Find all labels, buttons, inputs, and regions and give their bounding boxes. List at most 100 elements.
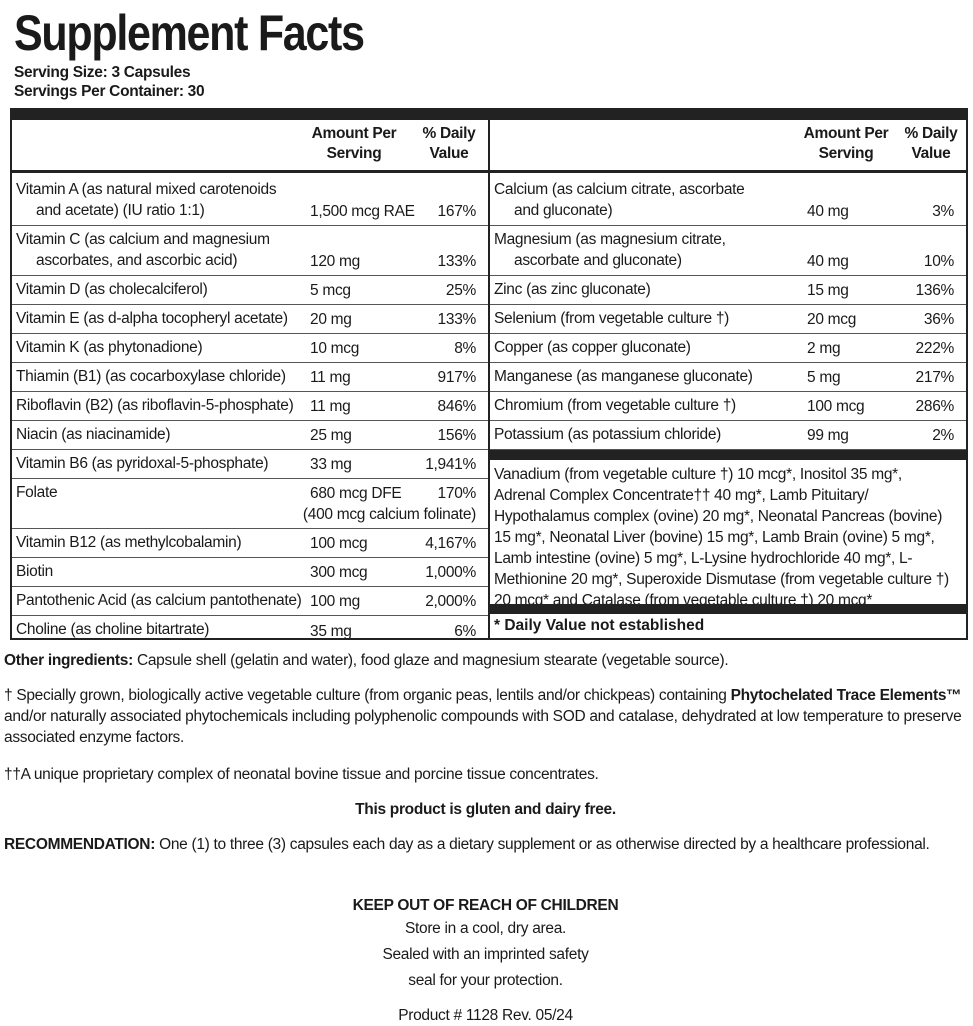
amount: 20 mcg (807, 311, 857, 328)
nutrient-name: Choline (as choline bitartrate) (16, 621, 210, 638)
recommendation: RECOMMENDATION: One (1) to three (3) cap… (4, 834, 967, 855)
amount: 5 mg (807, 369, 841, 386)
nutrient-source: (400 mcg calcium folinate) (302, 506, 476, 523)
daily-value: 170% (437, 485, 477, 502)
amount-header: Amount Per Serving (311, 125, 397, 162)
storage-line: seal for your protection. (408, 972, 563, 989)
nutrient-row: Niacin (as niacinamide) 25 mg 156% (12, 421, 488, 450)
daily-value: 222% (915, 340, 955, 357)
divider-bar (12, 110, 966, 120)
column-header: Amount Per Serving % Daily Value (490, 120, 966, 173)
daily-value: 3% (932, 203, 954, 220)
daily-value: 136% (915, 282, 955, 299)
daily-value: 217% (915, 369, 955, 386)
dagger-note-text-2: and/or naturally associated phytochemica… (4, 708, 962, 746)
dv-not-established: * Daily Value not established (490, 604, 966, 638)
nutrient-name-cont: and gluconate) (514, 202, 613, 219)
nutrient-name: Chromium (from vegetable culture †) (494, 397, 736, 414)
amount: 99 mg (807, 427, 849, 444)
recommendation-text: One (1) to three (3) capsules each day a… (155, 836, 930, 853)
nutrient-row: Potassium (as potassium chloride) 99 mg 2% (490, 421, 966, 450)
nutrient-name: Vitamin B6 (as pyridoxal-5-phosphate) (16, 455, 269, 472)
nutrient-row: Vitamin E (as d-alpha tocopheryl acetate… (12, 305, 488, 334)
nutrient-name: Biotin (16, 563, 53, 580)
daily-value: 8% (454, 340, 476, 357)
amount: 120 mg (310, 253, 360, 270)
amount: 11 mg (310, 369, 351, 386)
nutrient-name: Zinc (as zinc gluconate) (494, 281, 651, 298)
daily-value: 36% (923, 311, 954, 328)
amount: 5 mcg (310, 282, 351, 299)
nutrient-name: Pantothenic Acid (as calcium pantothenat… (16, 592, 302, 609)
amount: 680 mcg DFE (310, 485, 402, 502)
nutrient-row: Vitamin A (as natural mixed carotenoids a… (12, 176, 488, 226)
daily-value: 25% (445, 282, 476, 299)
other-ingredients-label: Other ingredients: (4, 652, 133, 669)
nutrient-row: Copper (as copper gluconate) 2 mg 222% (490, 334, 966, 363)
amount: 10 mcg (310, 340, 360, 357)
double-dagger-note: ††A unique proprietary complex of neonat… (4, 766, 599, 783)
nutrient-name: Thiamin (B1) (as cocarboxylase chloride) (16, 368, 286, 385)
nutrient-row: Vitamin B12 (as methylcobalamin) 100 mcg 4… (12, 529, 488, 558)
nutrient-row: Riboflavin (B2) (as riboflavin-5-phospha… (12, 392, 488, 421)
amount: 100 mcg (310, 535, 368, 552)
nutrient-name: Vitamin K (as phytonadione) (16, 339, 203, 356)
daily-value: 1,941% (425, 456, 476, 473)
nutrient-row: Chromium (from vegetable culture †) 100 m… (490, 392, 966, 421)
nutrient-name: Vitamin C (as calcium and magnesium (16, 231, 270, 248)
nutrient-name-cont: and acetate) (IU ratio 1:1) (36, 202, 205, 219)
nutrient-row: Magnesium (as magnesium citrate, ascorbat… (490, 226, 966, 276)
nutrient-name: Vitamin D (as cholecalciferol) (16, 281, 208, 298)
daily-value: 133% (437, 311, 477, 328)
daily-value: 2% (932, 427, 954, 444)
dagger-note: † Specially grown, biologically active v… (4, 685, 967, 748)
nutrient-name-cont: ascorbate and gluconate) (514, 252, 682, 269)
amount: 20 mg (310, 311, 352, 328)
amount: 25 mg (310, 427, 352, 444)
column-header: Amount Per Serving % Daily Value (12, 120, 488, 173)
vitamins-column: Amount Per Serving % Daily Value Vitamin… (12, 120, 490, 640)
amount: 1,500 mcg RAE (310, 203, 415, 220)
nutrient-row: Pantothenic Acid (as calcium pantothenat… (12, 587, 488, 616)
title: Supplement Facts (14, 5, 365, 61)
dv-header: % Daily Value (904, 125, 958, 162)
storage-line: Sealed with an imprinted safety (382, 946, 589, 963)
facts-table: Amount Per Serving % Daily Value Vitamin… (10, 108, 968, 640)
daily-value: 917% (437, 369, 477, 386)
nutrient-row: Selenium (from vegetable culture †) 20 mc… (490, 305, 966, 334)
nutrient-row: Calcium (as calcium citrate, ascorbate an… (490, 176, 966, 226)
daily-value: 846% (437, 398, 477, 415)
serving-size: Serving Size: 3 Capsules (14, 64, 191, 81)
nutrient-name: Manganese (as manganese gluconate) (494, 368, 753, 385)
recommendation-label: RECOMMENDATION: (4, 836, 156, 853)
daily-value: 286% (915, 398, 955, 415)
other-ingredients: Other ingredients: Capsule shell (gelati… (4, 650, 967, 671)
nutrient-name: Vitamin A (as natural mixed carotenoids (16, 181, 277, 198)
warning: KEEP OUT OF REACH OF CHILDREN (352, 897, 619, 914)
daily-value: 133% (437, 253, 477, 270)
nutrient-name: Potassium (as potassium chloride) (494, 426, 721, 443)
daily-value: 10% (923, 253, 954, 270)
nutrient-name: Niacin (as niacinamide) (16, 426, 171, 443)
amount: 11 mg (310, 398, 351, 415)
storage-line: Store in a cool, dry area. (404, 920, 567, 937)
amount: 40 mg (807, 203, 849, 220)
amount: 15 mg (807, 282, 849, 299)
nutrient-row: Vitamin C (as calcium and magnesium ascor… (12, 226, 488, 276)
nutrient-row: Vitamin B6 (as pyridoxal-5-phosphate) 33 … (12, 450, 488, 479)
nutrient-row: Zinc (as zinc gluconate) 15 mg 136% (490, 276, 966, 305)
other-ingredients-text: Capsule shell (gelatin and water), food … (132, 652, 729, 669)
minerals-column: Amount Per Serving % Daily Value Calcium… (490, 120, 966, 638)
amount: 40 mg (807, 253, 849, 270)
nutrient-name: Vitamin B12 (as methylcobalamin) (16, 534, 242, 551)
daily-value: 2,000% (425, 593, 476, 610)
nutrient-row: Folate (400 mcg calcium folinate) 680 mcg … (12, 479, 488, 529)
gluten-free-note: This product is gluten and dairy free. (355, 801, 616, 818)
dv-header: % Daily Value (422, 125, 476, 162)
amount-header: Amount Per Serving (803, 125, 889, 162)
nutrient-row: Choline (as choline bitartrate) 35 mg 6% (12, 616, 488, 645)
product-number: Product # 1128 Rev. 05/24 (398, 1007, 573, 1024)
nutrient-row: Thiamin (B1) (as cocarboxylase chloride)… (12, 363, 488, 392)
daily-value: 1,000% (425, 564, 476, 581)
